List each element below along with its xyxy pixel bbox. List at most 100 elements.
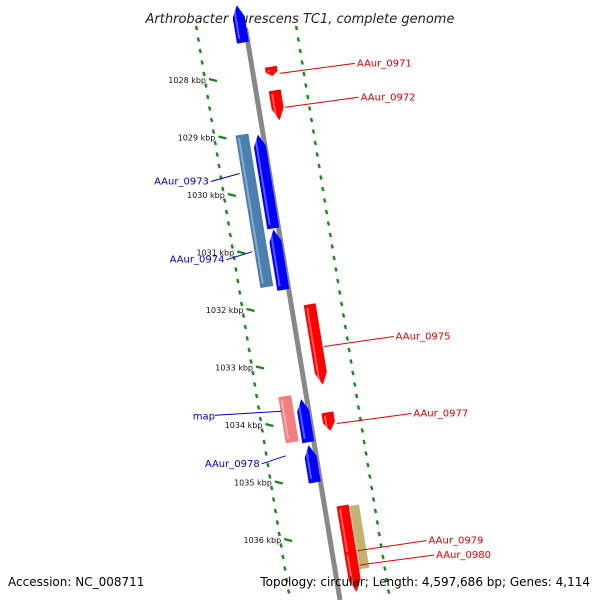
track-dot [273,508,278,514]
track-dot [343,324,348,330]
kbp-tick-label: 1033 kbp [215,364,253,373]
track-dot [369,485,374,491]
track-dot [300,60,304,65]
kbp-tick [236,250,246,255]
track-dot [204,83,208,88]
track-dot [236,278,240,284]
gene-label: AAur_0973 [154,176,209,187]
gene-label-leader [357,540,427,552]
gene-aaur_0972-arrow-body [268,89,284,121]
feature-steelblue-shine [237,137,264,284]
gene-aaur_0972-arrow [268,89,284,121]
track-dot [264,451,268,456]
gene-aaur_0975-arrow-body [303,303,327,385]
kbp-tick [283,537,293,543]
gene-aaur_0973-arrow-body [253,134,280,230]
track-dot [296,37,301,42]
track-dot [271,497,276,502]
track-dot [243,324,248,330]
track-dot [326,221,331,226]
kbp-tick-label: 1028 kbp [168,76,206,85]
track-dot [281,554,285,560]
kbp-tick [218,135,227,140]
track-dot [198,48,203,54]
kbp-tick-label: 1036 kbp [243,536,281,545]
track-dot [373,508,378,514]
track-dot [266,462,270,468]
accession-text: Accession: NC_008711 [8,575,144,589]
track-dot [209,117,214,123]
track-dot [245,336,250,341]
feature-label-leader [214,410,282,416]
gene-label: AAur_0979 [429,536,484,547]
track-dot [345,336,350,341]
feature-pink-body [278,395,299,444]
track-dot [254,393,259,399]
track-dot [268,474,272,479]
kbp-tick [246,307,255,313]
track-dot [222,198,227,203]
gene-unlabeled-arrow-body [297,399,315,444]
kbp-tick-label: 1031 kbp [196,249,234,258]
kbp-tick-label: 1030 kbp [187,191,225,200]
track-dot [237,290,242,295]
gene-aaur_0973-arrow-shine [254,137,271,226]
track-dot [311,129,316,134]
feature-steelblue-body [235,133,274,289]
gene-labels: map AAur_0971 AAur_0972 AAur_0975 AAur_0977 A… [154,58,491,566]
ruler-ticks: 1028 kbp 1029 kbp 1030 kbp 1031 kbp 1032 kbp… [168,76,293,545]
kbp-tick-label: 1032 kbp [206,306,244,315]
track-dot [275,520,280,525]
track-dot [317,163,321,169]
gene-aaur_0980-arrow-shine [346,554,352,572]
gene-aaur_0974-arrow [269,229,290,291]
track-dot [341,313,346,318]
gene-label-leader [336,413,412,425]
feature-pink [278,395,299,444]
track-dot [283,566,287,571]
kbp-tick [255,365,265,370]
gene-aaur_0980-arrow [344,550,359,575]
track-dot [324,209,329,215]
track-dot [249,359,253,364]
track-dot [337,290,342,295]
gene-unlabeled-arrow-shine [297,402,306,439]
gene-aaur_0971-arrow-body [264,65,278,76]
gene-aaur_0977-arrow-body [321,411,335,431]
track-dot [328,232,333,238]
track-dot [213,140,218,146]
kbp-tick-label: 1034 kbp [225,421,263,430]
track-dot [362,439,366,445]
gene-aaur_0977-arrow [321,411,335,431]
track-dot [302,71,306,77]
track-dot [217,163,221,169]
gene-aaur_0972-arrow-shine [271,93,277,117]
gene-label-leader [210,173,240,182]
gene-label-leader [226,251,253,261]
track-dot [234,267,238,272]
track-dot [371,497,376,502]
feature-khaki-body [346,504,370,570]
gene-aaur_0975-arrow [303,303,327,385]
kbp-tick-label: 1035 kbp [234,479,272,488]
track-dot [384,577,389,583]
track-dot [286,589,291,594]
track-dot [196,37,201,42]
gene-aaur_0974-arrow-body [269,229,290,291]
track-dot [349,359,353,364]
track-dot [383,566,387,571]
gene-label: AAur_0980 [436,550,491,561]
track-dot [386,589,391,594]
track-dot [277,531,281,537]
gene-label-leader [359,554,435,566]
track-dot [377,531,381,537]
gene-aaur_0978-arrow-shine [305,448,313,480]
track-dot [364,451,368,456]
track-dot [360,428,365,433]
gene-label-leader [285,96,359,108]
track-dot [334,267,338,272]
track-dot [221,186,225,192]
track-dot [279,543,283,548]
track-dot [298,48,303,54]
backbone-layer [243,27,343,600]
